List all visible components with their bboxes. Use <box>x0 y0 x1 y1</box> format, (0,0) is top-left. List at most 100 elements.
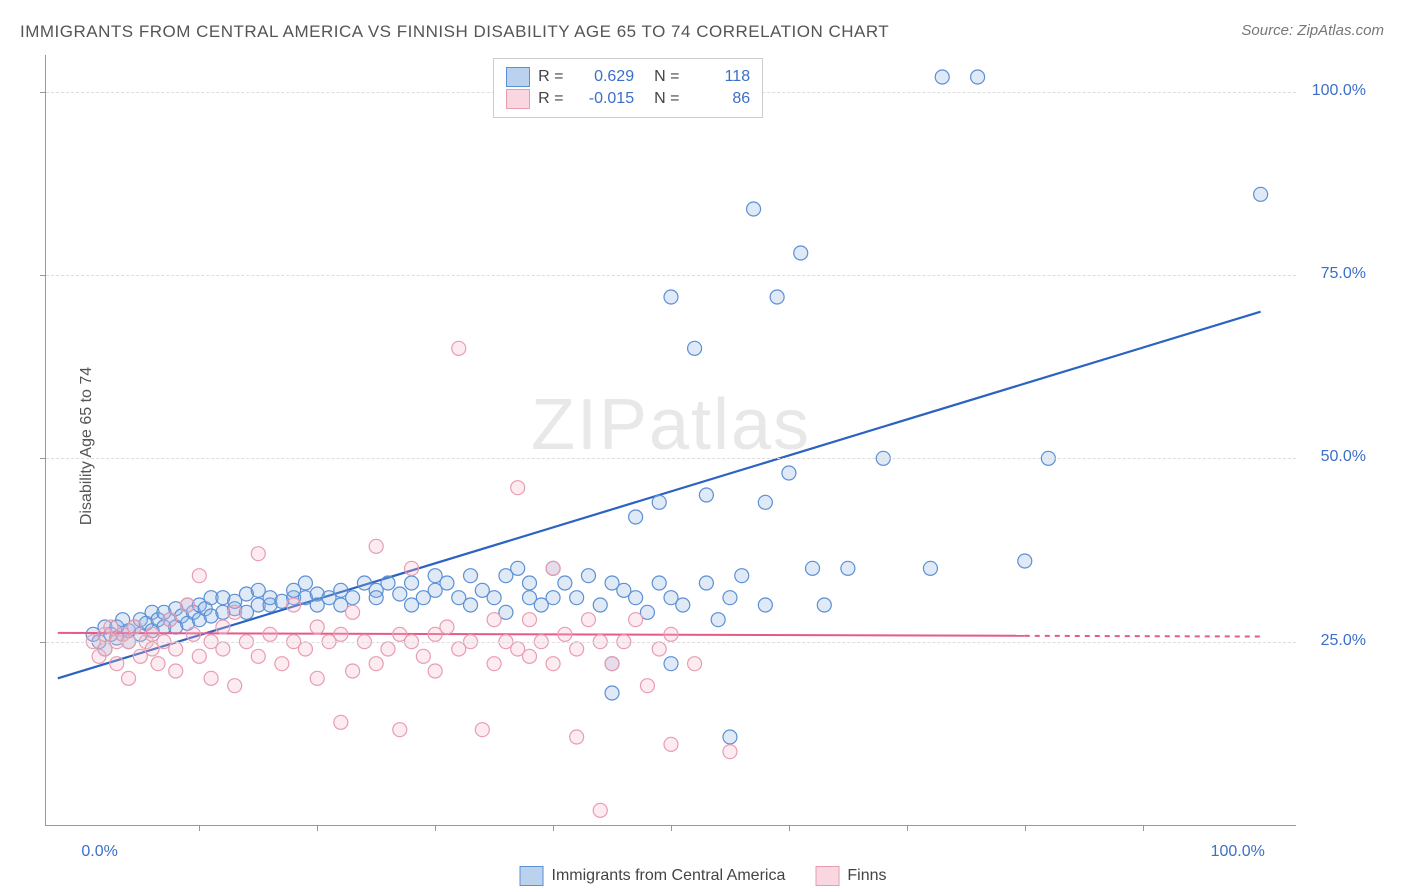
point-finns <box>169 642 183 656</box>
point-finns <box>652 642 666 656</box>
point-finns <box>522 613 536 627</box>
point-finns <box>298 642 312 656</box>
point-finns <box>440 620 454 634</box>
point-finns <box>475 723 489 737</box>
y-tick-label: 50.0% <box>1321 448 1366 466</box>
point-finns <box>570 730 584 744</box>
legend-top-row-central_america: R =0.629N =118 <box>506 67 750 87</box>
n-value: 118 <box>692 68 750 86</box>
point-finns <box>629 613 643 627</box>
swatch-icon <box>506 89 530 109</box>
point-central_america <box>758 495 772 509</box>
x-tick-mark <box>199 825 200 831</box>
legend-label-finns: Finns <box>847 867 886 885</box>
x-tick-label: 100.0% <box>1211 843 1265 861</box>
point-finns <box>593 803 607 817</box>
point-finns <box>452 341 466 355</box>
legend-label-central-america: Immigrants from Central America <box>552 867 786 885</box>
r-label: R = <box>538 90 568 108</box>
x-tick-mark <box>907 825 908 831</box>
chart-svg <box>46 55 1296 825</box>
y-tick-mark <box>40 275 46 276</box>
point-finns <box>346 605 360 619</box>
y-tick-mark <box>40 642 46 643</box>
point-finns <box>192 569 206 583</box>
point-central_america <box>935 70 949 84</box>
point-finns <box>163 613 177 627</box>
point-finns <box>181 598 195 612</box>
point-finns <box>487 613 501 627</box>
r-value: 0.629 <box>576 68 634 86</box>
point-finns <box>186 627 200 641</box>
point-finns <box>334 715 348 729</box>
point-finns <box>546 561 560 575</box>
point-central_america <box>735 569 749 583</box>
y-tick-label: 75.0% <box>1321 265 1366 283</box>
point-finns <box>204 671 218 685</box>
point-central_america <box>652 495 666 509</box>
point-finns <box>381 642 395 656</box>
point-finns <box>688 657 702 671</box>
point-central_america <box>593 598 607 612</box>
legend-item-finns: Finns <box>815 866 886 886</box>
plot-area: ZIPatlas 25.0%50.0%75.0%100.0%0.0%100.0% <box>45 55 1296 826</box>
point-finns <box>664 627 678 641</box>
point-finns <box>640 679 654 693</box>
point-central_america <box>758 598 772 612</box>
swatch-finns <box>815 866 839 886</box>
point-central_america <box>711 613 725 627</box>
point-central_america <box>841 561 855 575</box>
point-finns <box>723 745 737 759</box>
point-finns <box>228 605 242 619</box>
point-finns <box>346 664 360 678</box>
x-tick-mark <box>435 825 436 831</box>
swatch-central-america <box>520 866 544 886</box>
point-central_america <box>440 576 454 590</box>
point-finns <box>310 671 324 685</box>
point-central_america <box>298 576 312 590</box>
legend-top-row-finns: R =-0.015N =86 <box>506 89 750 109</box>
point-central_america <box>747 202 761 216</box>
point-finns <box>487 657 501 671</box>
point-central_america <box>487 591 501 605</box>
point-finns <box>263 627 277 641</box>
point-central_america <box>971 70 985 84</box>
point-central_america <box>369 591 383 605</box>
point-central_america <box>794 246 808 260</box>
x-tick-mark <box>671 825 672 831</box>
point-finns <box>369 539 383 553</box>
source-name: ZipAtlas.com <box>1297 22 1384 39</box>
point-finns <box>334 627 348 641</box>
point-central_america <box>699 488 713 502</box>
point-finns <box>228 679 242 693</box>
n-value: 86 <box>692 90 750 108</box>
point-central_america <box>522 576 536 590</box>
point-central_america <box>688 341 702 355</box>
x-tick-mark <box>1143 825 1144 831</box>
point-finns <box>192 649 206 663</box>
x-tick-mark <box>1025 825 1026 831</box>
x-tick-mark <box>789 825 790 831</box>
point-central_america <box>770 290 784 304</box>
point-finns <box>216 620 230 634</box>
point-finns <box>310 620 324 634</box>
point-central_america <box>464 598 478 612</box>
trend-line-finns-dashed <box>1025 636 1261 637</box>
chart-title: IMMIGRANTS FROM CENTRAL AMERICA VS FINNI… <box>20 22 889 42</box>
x-tick-label: 0.0% <box>81 843 117 861</box>
point-finns <box>428 664 442 678</box>
point-central_america <box>629 591 643 605</box>
point-finns <box>581 613 595 627</box>
r-label: R = <box>538 68 568 86</box>
point-central_america <box>923 561 937 575</box>
source-attribution: Source: ZipAtlas.com <box>1241 22 1384 39</box>
point-finns <box>275 657 289 671</box>
source-label: Source: <box>1241 22 1297 39</box>
n-label: N = <box>654 90 684 108</box>
point-central_america <box>393 587 407 601</box>
y-tick-mark <box>40 92 46 93</box>
point-central_america <box>464 569 478 583</box>
point-central_america <box>570 591 584 605</box>
point-central_america <box>1018 554 1032 568</box>
point-central_america <box>381 576 395 590</box>
